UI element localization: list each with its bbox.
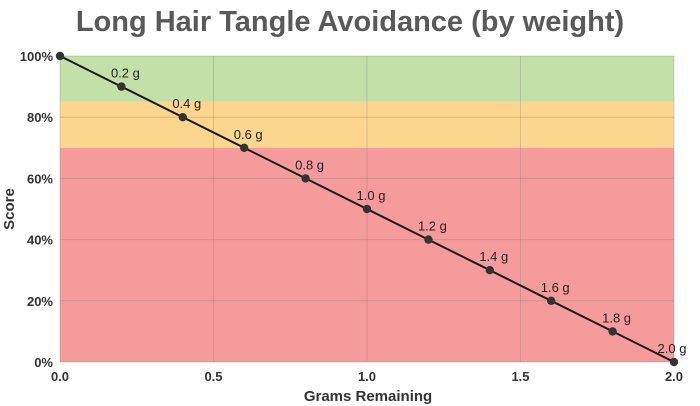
data-point [608,327,617,336]
data-labels: 0.2 g 0.4 g 0.6 g 0.8 g 1.0 g 1.2 g 1.4 g 1.6 g… [111,66,687,356]
data-point [178,113,187,122]
data-label: 1.2 g [418,219,447,234]
x-tick-label: 1.5 [511,369,529,384]
data-points [55,51,679,367]
data-label: 0.6 g [234,127,263,142]
band-red [60,147,674,362]
x-tick-label: 0.5 [204,369,222,384]
data-label: 0.4 g [172,96,201,111]
data-label: 0.2 g [111,66,140,81]
y-tick-label: 40% [27,233,53,248]
data-point [485,266,494,275]
y-tick-label: 0% [34,355,53,370]
data-point [424,235,433,244]
x-tick-label: 0.0 [51,369,69,384]
data-label: 0.8 g [295,157,324,172]
y-tick-label: 20% [27,294,53,309]
y-axis-ticks: 0% 20% 40% 60% 80% 100% [20,49,54,370]
y-tick-label: 60% [27,171,53,186]
score-bands [60,56,674,362]
data-point [240,143,249,152]
data-point [669,357,679,367]
x-axis-label: Grams Remaining [304,388,432,405]
data-label: 1.6 g [541,280,570,295]
data-label: 1.0 g [357,188,386,203]
x-tick-label: 2.0 [665,369,683,384]
data-point [362,204,372,214]
x-axis-ticks: 0.0 0.5 1.0 1.5 2.0 [51,369,683,384]
data-point [117,82,126,91]
band-green [60,56,674,102]
y-tick-label: 100% [20,49,54,64]
grid-lines [59,55,675,363]
data-label: 1.4 g [479,249,508,264]
chart-title: Long Hair Tangle Avoidance (by weight) [76,6,624,38]
y-tick-label: 80% [27,110,53,125]
data-label: 2.0 g [658,341,687,356]
data-point [55,51,65,61]
data-point [301,174,310,183]
band-orange [60,101,674,148]
y-axis-label: Score [1,188,18,230]
x-tick-label: 1.0 [358,369,376,384]
data-point [547,296,556,305]
data-label: 1.8 g [602,310,631,325]
